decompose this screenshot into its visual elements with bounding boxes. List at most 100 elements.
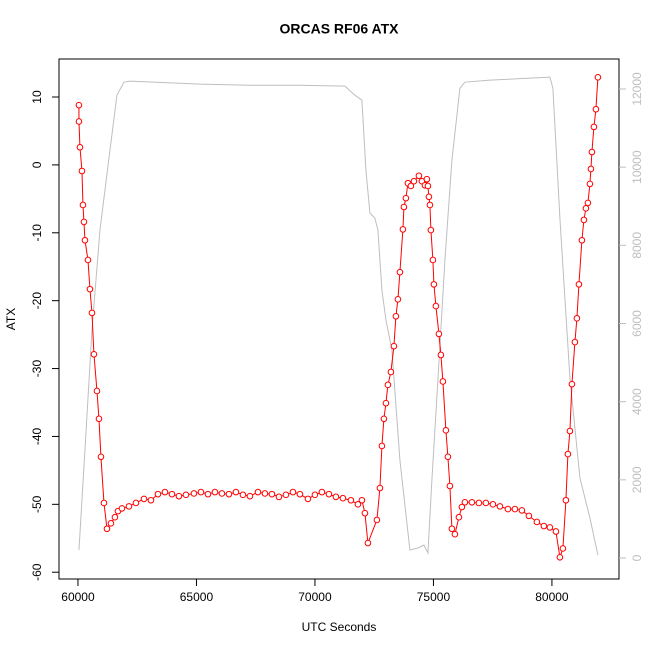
y-axis-label: ATX	[4, 308, 18, 330]
point	[518, 507, 526, 514]
point	[511, 505, 519, 513]
y2-tick-label: 10000	[630, 150, 644, 184]
point	[147, 496, 155, 504]
y-tick-label: 0	[30, 161, 44, 168]
point	[564, 450, 572, 458]
plot-box	[58, 58, 620, 580]
y2-tick-label: 8000	[630, 232, 644, 259]
point	[254, 488, 262, 496]
point	[410, 177, 418, 185]
point	[75, 101, 83, 109]
point	[268, 490, 276, 498]
point	[190, 490, 198, 497]
point	[432, 302, 440, 310]
y2-tick-label: 2000	[630, 466, 644, 493]
point	[197, 488, 205, 496]
point	[289, 488, 297, 496]
point	[592, 105, 600, 113]
point	[439, 378, 447, 385]
point	[437, 351, 445, 359]
point	[580, 216, 588, 224]
point	[93, 387, 101, 395]
point	[246, 492, 254, 500]
point	[325, 490, 333, 498]
point	[588, 148, 596, 156]
point	[415, 172, 423, 180]
point	[76, 143, 84, 151]
point	[458, 503, 466, 511]
point	[275, 493, 283, 501]
point	[100, 499, 108, 507]
point	[568, 380, 576, 388]
point	[118, 505, 126, 512]
x-tick-label: 75000	[417, 590, 451, 604]
point	[448, 525, 456, 533]
point	[446, 482, 454, 490]
point	[425, 193, 433, 201]
point	[540, 522, 548, 530]
point	[97, 453, 105, 461]
point	[358, 496, 366, 504]
point	[559, 545, 567, 552]
point	[451, 530, 459, 538]
point	[427, 226, 435, 234]
point	[461, 498, 469, 506]
point	[90, 351, 98, 358]
point	[430, 281, 438, 288]
point	[175, 492, 183, 500]
y-tick-label: -60	[30, 563, 44, 581]
point	[394, 296, 402, 303]
point	[347, 496, 355, 504]
x-tick-label: 70000	[298, 590, 332, 604]
point	[575, 281, 583, 288]
y2-tick-label: 4000	[630, 388, 644, 415]
y-tick-label: -20	[30, 292, 44, 310]
point	[282, 491, 290, 499]
y-tick-label: 10	[30, 90, 44, 104]
point	[81, 236, 89, 244]
point	[442, 427, 450, 434]
point	[361, 509, 369, 517]
point	[584, 199, 592, 207]
point	[125, 503, 133, 510]
point	[311, 491, 319, 499]
point	[373, 516, 381, 524]
point	[332, 493, 340, 501]
y2-tick-label: 12000	[630, 72, 644, 106]
point	[103, 525, 111, 533]
point	[225, 490, 233, 498]
point	[566, 427, 574, 435]
point	[496, 503, 504, 510]
point	[396, 268, 404, 276]
y-tick-label: -40	[30, 427, 44, 445]
x-axis-label: UTC Seconds	[302, 620, 377, 634]
point	[407, 182, 415, 190]
point	[88, 309, 96, 317]
point	[390, 342, 398, 350]
point	[376, 484, 384, 492]
point	[552, 528, 560, 535]
chart-title: ORCAS RF06 ATX	[279, 21, 399, 37]
point	[573, 315, 581, 322]
point	[140, 495, 148, 503]
point	[95, 415, 103, 423]
point	[211, 488, 219, 496]
point	[489, 501, 497, 508]
point	[525, 512, 533, 520]
point	[562, 496, 570, 504]
point	[318, 488, 326, 496]
point	[304, 495, 312, 503]
point	[556, 553, 564, 561]
point	[378, 442, 386, 450]
point	[392, 312, 400, 320]
point	[261, 490, 269, 497]
point	[107, 520, 115, 527]
point	[380, 415, 388, 423]
point	[587, 165, 595, 173]
point	[482, 499, 490, 507]
point	[444, 453, 452, 461]
point	[111, 513, 119, 521]
point	[154, 490, 162, 498]
point	[429, 256, 437, 264]
point	[86, 285, 94, 293]
